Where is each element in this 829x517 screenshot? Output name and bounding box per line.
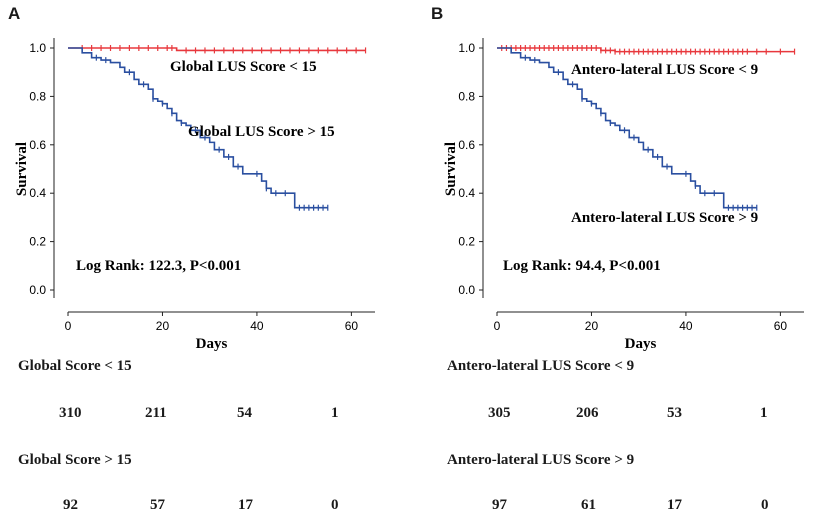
y-axis-title: Survival [14, 142, 30, 196]
risk-table-a-row2-value: 0 [331, 497, 339, 513]
risk-table-a-row1-value: 310 [59, 405, 82, 421]
y-tick-label: 1.0 [458, 41, 475, 55]
x-tick-label: 40 [679, 319, 693, 333]
y-tick-label: 0.8 [458, 89, 475, 103]
survival-curve-high [497, 47, 757, 209]
y-tick-label: 0.0 [458, 283, 475, 297]
km-chart-a: 0.0 0.2 0.4 0.6 0.8 1.0 0 20 40 60 Days Survival Glo… [14, 38, 375, 352]
chart-annotation: Antero-lateral LUS Score > 9 [571, 210, 758, 226]
risk-table-b-row1-value: 305 [488, 405, 511, 421]
risk-table-b-row1-value: 1 [760, 405, 768, 421]
risk-table-b-row1-value: 53 [667, 405, 682, 421]
survival-curve-high [68, 47, 328, 209]
x-tick-label: 0 [494, 319, 501, 333]
risk-table-a-row1-value: 1 [331, 405, 339, 421]
risk-table-a-row2-value: 57 [150, 497, 165, 513]
y-axis-title: Survival [443, 142, 459, 196]
risk-table-a-row2-value: 17 [238, 497, 253, 513]
survival-curve-low [497, 47, 795, 53]
y-tick-label: 0.0 [29, 283, 46, 297]
y-tick-label: 0.2 [29, 235, 46, 249]
x-tick-label: 60 [345, 319, 359, 333]
panel-label-a: A [8, 4, 21, 23]
y-tick-label: 1.0 [29, 41, 46, 55]
y-tick-label: 0.4 [458, 186, 475, 200]
risk-table-a-row1-value: 54 [237, 405, 252, 421]
risk-table-b-row1-label: Antero-lateral LUS Score < 9 [447, 358, 635, 374]
y-tick-label: 0.6 [29, 138, 46, 152]
survival-curve-low [68, 47, 366, 52]
y-tick-label: 0.8 [29, 89, 46, 103]
chart-annotation: Global LUS Score > 15 [188, 124, 335, 140]
x-tick-label: 20 [585, 319, 599, 333]
risk-table-a-row2-value: 92 [63, 497, 78, 513]
y-tick-label: 0.4 [29, 186, 46, 200]
x-axis-title: Days [196, 336, 228, 352]
risk-table-b-row2-value: 0 [761, 497, 769, 513]
y-tick-label: 0.6 [458, 138, 475, 152]
panel-label-b: B [431, 4, 444, 23]
chart-annotation: Antero-lateral LUS Score < 9 [571, 62, 758, 78]
risk-table-a-row1-label: Global Score < 15 [18, 358, 132, 374]
risk-table-b-row2-value: 17 [667, 497, 682, 513]
x-tick-label: 40 [250, 319, 264, 333]
km-chart-b: 0.0 0.2 0.4 0.6 0.8 1.0 0 20 40 60 Days Survival Ant… [443, 38, 804, 352]
chart-annotation: Log Rank: 94.4, P<0.001 [503, 258, 661, 274]
x-tick-label: 0 [65, 319, 72, 333]
risk-table-b-row2-value: 61 [581, 497, 596, 513]
risk-table-b-row2-value: 97 [492, 497, 507, 513]
chart-annotation: Log Rank: 122.3, P<0.001 [76, 258, 241, 274]
risk-table-b-row1-value: 206 [576, 405, 599, 421]
x-axis-title: Days [625, 336, 657, 352]
risk-table-a-row1-value: 211 [145, 405, 167, 421]
x-tick-label: 60 [774, 319, 788, 333]
chart-annotation: Global LUS Score < 15 [170, 59, 317, 75]
x-tick-label: 20 [156, 319, 170, 333]
risk-table-a-row2-label: Global Score > 15 [18, 452, 132, 468]
y-tick-label: 0.2 [458, 235, 475, 249]
risk-table-b-row2-label: Antero-lateral LUS Score > 9 [447, 452, 635, 468]
